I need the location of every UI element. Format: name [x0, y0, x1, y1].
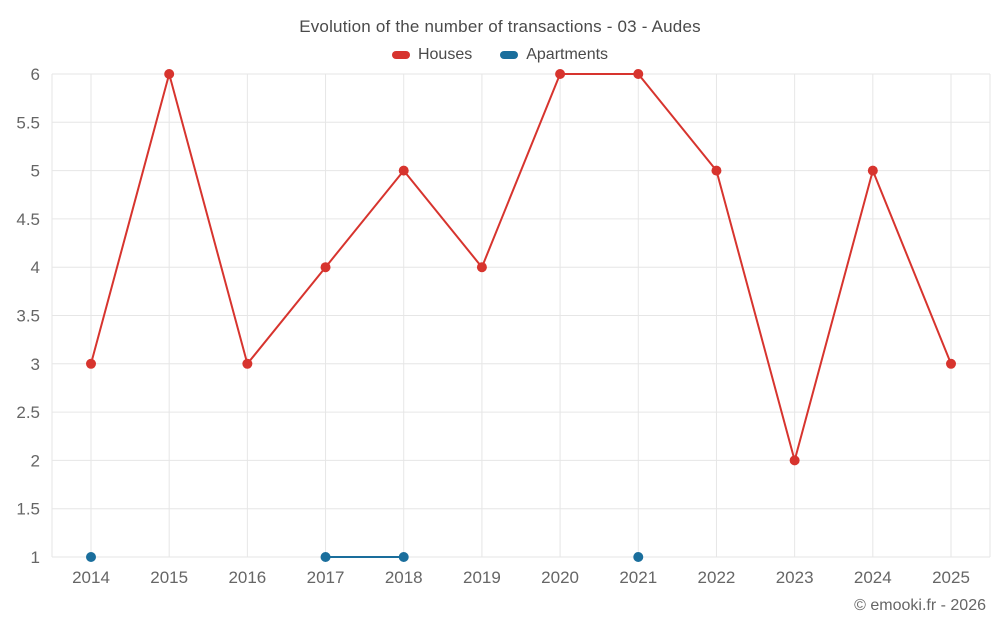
x-axis-tick-label: 2022 — [698, 568, 736, 587]
legend-item-apartments[interactable]: Apartments — [500, 46, 608, 64]
data-point-houses — [711, 165, 722, 176]
y-axis-tick-label: 1.5 — [16, 500, 40, 519]
y-axis-tick-label: 4 — [31, 258, 40, 277]
houses-legend-marker-icon — [391, 51, 410, 59]
x-axis-tick-label: 2017 — [307, 568, 345, 587]
x-axis-tick-label: 2023 — [776, 568, 814, 587]
data-point-apartments — [320, 552, 331, 562]
legend: Houses Apartments — [0, 46, 1000, 64]
x-axis-tick-label: 2015 — [150, 568, 188, 587]
series-line-houses — [90, 73, 952, 462]
chart-title: Evolution of the number of transactions … — [299, 17, 701, 36]
data-point-houses — [242, 358, 253, 369]
y-axis-tick-label: 6 — [31, 65, 40, 84]
x-axis-tick-label: 2014 — [72, 568, 110, 587]
apartments-legend-marker-icon — [500, 51, 519, 59]
x-axis-tick-label: 2018 — [385, 568, 423, 587]
data-point-houses — [867, 165, 878, 176]
data-point-houses — [86, 358, 96, 369]
data-point-houses — [476, 262, 487, 273]
y-axis-tick-label: 4.5 — [16, 210, 40, 229]
y-axis-tick-label: 5 — [31, 162, 40, 181]
y-axis-tick-label: 2 — [31, 451, 40, 470]
data-point-houses — [398, 165, 409, 176]
legend-item-houses[interactable]: Houses — [391, 46, 473, 64]
data-point-houses — [946, 358, 956, 369]
y-axis-tick-label: 2.5 — [16, 403, 40, 422]
y-axis-tick-label: 5.5 — [16, 113, 40, 132]
y-axis-tick-label: 3.5 — [16, 307, 40, 326]
data-point-houses — [633, 69, 644, 79]
data-point-apartments — [633, 552, 644, 562]
x-axis-tick-label: 2021 — [619, 568, 657, 587]
data-point-houses — [555, 69, 566, 79]
data-point-houses — [164, 69, 175, 79]
data-point-apartments — [86, 552, 96, 562]
copyright-footer: © emooki.fr - 2026 — [854, 597, 986, 614]
x-axis-tick-label: 2024 — [854, 568, 892, 587]
data-point-apartments — [398, 552, 409, 562]
y-axis-tick-label: 3 — [31, 355, 40, 374]
apartments-legend-label: Apartments — [526, 46, 609, 63]
x-axis-tick-label: 2016 — [228, 568, 266, 587]
houses-legend-label: Houses — [417, 46, 473, 63]
data-point-houses — [789, 455, 800, 466]
x-axis-tick-label: 2019 — [463, 568, 501, 587]
x-axis-tick-label: 2025 — [932, 568, 970, 587]
data-point-houses — [320, 262, 331, 273]
y-axis-tick-label: 1 — [31, 548, 40, 567]
x-axis-tick-label: 2020 — [541, 568, 579, 587]
